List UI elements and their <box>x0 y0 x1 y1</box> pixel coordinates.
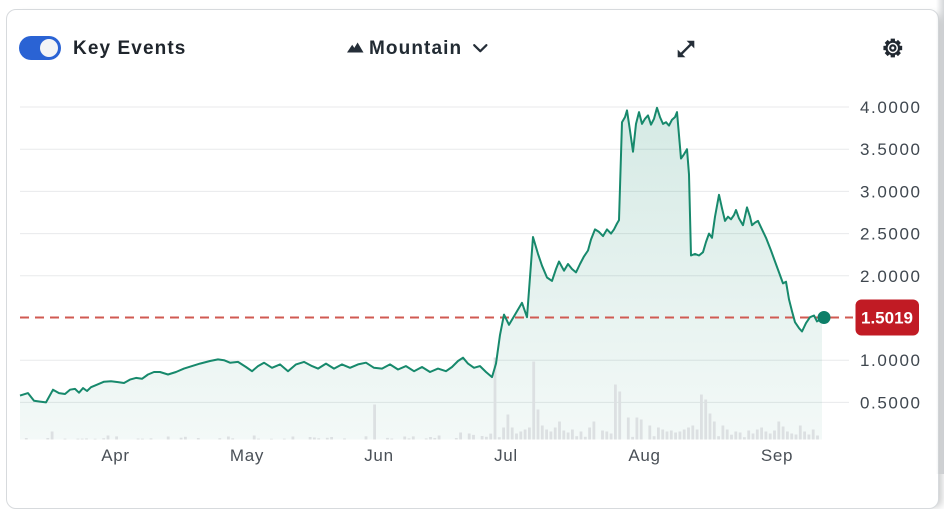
svg-text:2.0000: 2.0000 <box>860 267 922 286</box>
svg-text:0.5000: 0.5000 <box>860 393 922 412</box>
svg-text:May: May <box>230 446 264 465</box>
svg-text:Jun: Jun <box>364 446 394 465</box>
svg-text:3.5000: 3.5000 <box>860 140 922 159</box>
svg-text:Jul: Jul <box>494 446 518 465</box>
svg-text:2.5000: 2.5000 <box>860 225 922 244</box>
svg-text:Sep: Sep <box>761 446 793 465</box>
svg-text:Apr: Apr <box>101 446 130 465</box>
svg-text:Aug: Aug <box>628 446 660 465</box>
svg-text:3.0000: 3.0000 <box>860 182 922 201</box>
svg-text:1.5019: 1.5019 <box>861 309 913 328</box>
svg-text:1.0000: 1.0000 <box>860 351 922 370</box>
svg-text:4.0000: 4.0000 <box>860 98 922 117</box>
